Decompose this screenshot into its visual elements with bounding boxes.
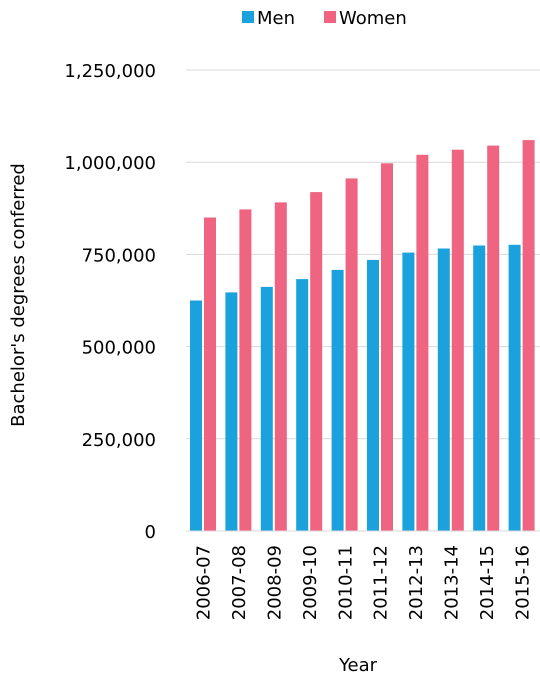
y-tick-label: 250,000 <box>82 430 156 451</box>
x-tick-label: 2010-11 <box>335 545 356 620</box>
bar-women-2012-13 <box>416 154 429 532</box>
x-tick-label: 2007-08 <box>229 545 250 620</box>
bar-women-2006-07 <box>204 217 216 531</box>
bar-men-2009-10 <box>296 279 309 531</box>
bar-men-2011-12 <box>367 259 379 531</box>
x-axis-title: Year <box>338 655 378 676</box>
bar-men-2012-13 <box>402 252 415 531</box>
gridlines <box>186 69 540 440</box>
bar-men-2014-15 <box>473 245 486 531</box>
x-tick-label: 2008-09 <box>265 545 286 620</box>
bar-men-2010-11 <box>331 269 344 531</box>
bars <box>190 140 535 532</box>
y-tick-label: 1,250,000 <box>64 61 156 82</box>
y-tick-label: 750,000 <box>82 245 156 266</box>
bar-women-2008-09 <box>274 202 287 531</box>
legend-label-women: Women <box>339 8 407 29</box>
y-tick-label: 1,000,000 <box>64 153 156 174</box>
bar-women-2011-12 <box>381 163 393 532</box>
y-axis-title: Bachelor's degrees conferred <box>8 163 29 427</box>
bar-women-2007-08 <box>239 209 252 531</box>
y-axis-tick-labels: 0 250,000 500,000 750,000 1,000,000 1,250,000 <box>64 61 156 543</box>
legend-label-men: Men <box>257 8 295 29</box>
bar-women-2014-15 <box>487 145 500 531</box>
bar-men-2007-08 <box>225 292 238 531</box>
bar-women-2015-16 <box>522 140 535 531</box>
bar-men-2015-16 <box>508 244 521 532</box>
bar-women-2013-14 <box>451 149 464 531</box>
x-tick-label: 2013-14 <box>442 545 463 620</box>
bar-women-2010-11 <box>345 178 358 531</box>
y-tick-label: 500,000 <box>82 338 156 359</box>
x-axis-tick-labels: 2006-07 2007-08 2008-09 2009-10 2010-11 2011-… <box>194 545 534 620</box>
legend-swatch-women <box>324 11 336 23</box>
y-tick-label: 0 <box>145 522 156 543</box>
x-tick-label: 2009-10 <box>300 545 321 620</box>
legend-swatch-men <box>242 11 254 23</box>
x-tick-label: 2015-16 <box>512 545 533 620</box>
bar-men-2006-07 <box>190 300 202 531</box>
x-tick-label: 2011-12 <box>371 545 392 620</box>
bar-men-2013-14 <box>437 248 450 531</box>
chart-legend: Men Women <box>242 8 407 29</box>
bar-men-2008-09 <box>260 286 273 531</box>
x-tick-label: 2006-07 <box>194 545 215 620</box>
x-tick-label: 2014-15 <box>477 545 498 620</box>
x-tick-label: 2012-13 <box>406 545 427 620</box>
bar-women-2009-10 <box>310 192 323 531</box>
